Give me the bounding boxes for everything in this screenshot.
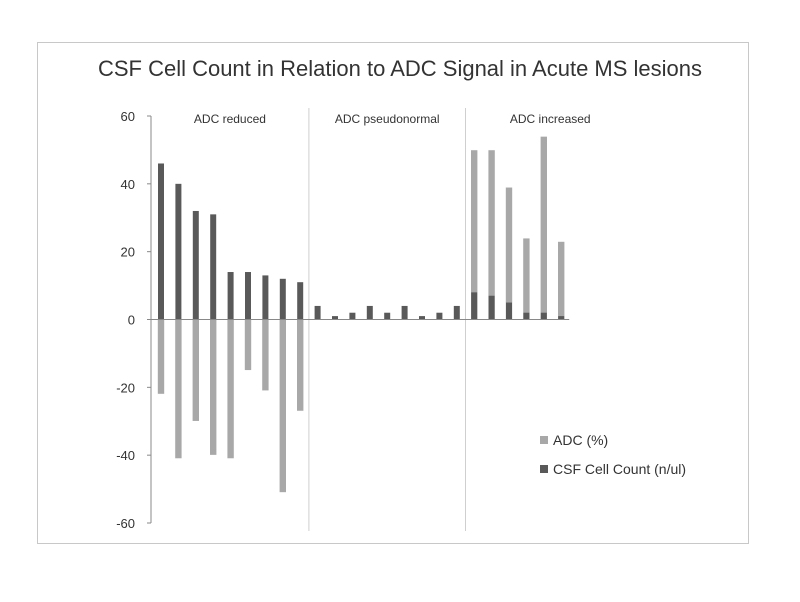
legend-swatch [540,436,548,444]
csf-bar [262,275,269,320]
csf-bar [192,210,199,320]
adc-bar [244,319,252,371]
chart-frame [37,42,749,544]
legend-label: CSF Cell Count (n/ul) [553,461,686,477]
csf-bar [436,312,443,320]
adc-bar [174,319,183,459]
csf-bar [453,305,460,320]
csf-bar [523,312,530,320]
group-label: ADC increased [510,112,591,126]
adc-bar [261,319,270,392]
adc-bar [192,319,200,422]
y-tick-label: -60 [116,516,135,531]
adc-bar [209,319,217,456]
csf-bar [384,312,391,320]
adc-bar [522,237,531,320]
legend-label: ADC (%) [553,432,608,448]
y-tick-label: -40 [116,448,135,463]
csf-bar [540,312,547,320]
csf-bar [210,214,217,320]
csf-bar [175,183,182,320]
adc-bar [278,319,287,493]
csf-bar [471,292,478,320]
csf-bar [401,305,408,320]
csf-bar [227,272,234,320]
csf-bar [366,305,373,320]
adc-bar [557,241,566,320]
adc-bar [505,186,513,320]
y-tick-label: 0 [128,313,135,328]
csf-bar [158,163,164,320]
adc-bar [539,136,548,320]
csf-bar [297,282,304,320]
group-label: ADC pseudonormal [335,112,440,126]
csf-bar [332,316,338,320]
y-tick-label: 20 [121,245,135,260]
y-tick-label: 40 [121,177,135,192]
adc-bar [157,319,165,395]
csf-bar [506,302,512,320]
csf-bar [349,312,356,320]
chart-title: CSF Cell Count in Relation to ADC Signal… [97,56,703,81]
csf-bar [419,316,425,320]
csf-bar [279,278,286,320]
y-tick-label: 60 [121,109,135,124]
csf-bar [488,295,495,320]
group-label: ADC reduced [194,112,266,126]
adc-bar [226,319,235,459]
adc-bar [296,319,305,412]
csf-bar [314,305,321,320]
legend-swatch [540,465,548,473]
y-tick-label: -20 [116,380,135,395]
csf-bar [558,316,565,320]
adc-bar [487,149,496,320]
csf-bar [245,272,251,320]
